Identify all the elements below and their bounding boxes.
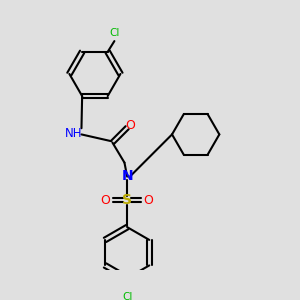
Text: Cl: Cl <box>122 292 132 300</box>
Text: O: O <box>101 194 111 207</box>
Text: N: N <box>121 169 133 183</box>
Text: O: O <box>144 194 154 207</box>
Text: NH: NH <box>65 127 82 140</box>
Text: S: S <box>122 193 132 207</box>
Text: O: O <box>126 118 136 131</box>
Text: Cl: Cl <box>109 28 120 38</box>
